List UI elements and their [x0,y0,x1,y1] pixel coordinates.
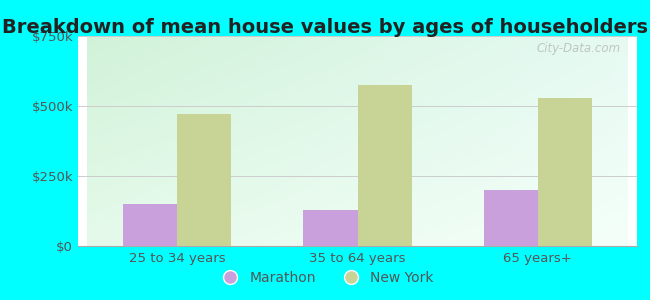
Bar [304,210,358,246]
Bar [123,204,177,246]
Text: City-Data.com: City-Data.com [536,42,620,55]
Legend: Marathon, New York: Marathon, New York [211,265,439,290]
Bar [177,114,231,246]
Bar [538,98,592,246]
Bar [484,190,538,246]
Text: Breakdown of mean house values by ages of householders: Breakdown of mean house values by ages o… [2,18,648,37]
Bar [358,85,411,246]
